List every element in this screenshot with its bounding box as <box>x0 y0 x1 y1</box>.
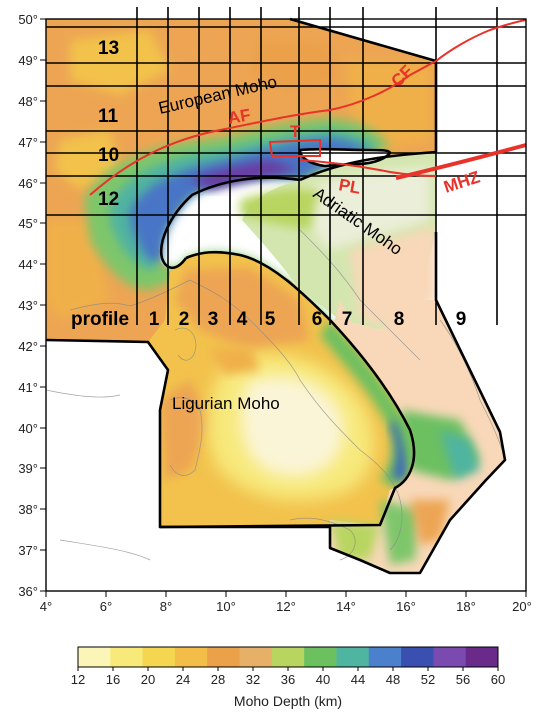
ns-profile-label: 8 <box>394 309 405 330</box>
colorbar-cell <box>207 647 241 667</box>
colorbar-tick-label: 52 <box>421 672 435 687</box>
ns-profile-label: 7 <box>342 309 353 330</box>
ns-profile-label: 3 <box>208 309 219 330</box>
lat-tick-label: 44° <box>18 257 38 272</box>
periadriatic-fault <box>299 159 437 177</box>
ligurian-block-outline <box>159 250 416 529</box>
colorbar-tick-label: 28 <box>211 672 225 687</box>
lat-tick-label: 42° <box>18 339 38 354</box>
lon-tick-label: 16° <box>396 599 416 614</box>
lon-tick-label: 4° <box>40 599 52 614</box>
lat-tick-label: 48° <box>18 94 38 109</box>
colorbar-tick-label: 24 <box>176 672 190 687</box>
outside-region <box>46 19 526 591</box>
lon-tick-label: 20° <box>512 599 532 614</box>
ew-profile-label: 13 <box>98 38 119 59</box>
ligurian-moho-label: Ligurian Moho <box>172 394 280 413</box>
colorbar-tick-label: 44 <box>351 672 365 687</box>
ns-profile-label: 5 <box>265 309 276 330</box>
coastlines <box>46 229 506 561</box>
lon-tick-label: 10° <box>216 599 236 614</box>
ns-profile-label: 6 <box>312 309 323 330</box>
ew-profile-label: 10 <box>98 145 119 166</box>
ns-profile-label: 2 <box>179 309 190 330</box>
lat-tick-label: 38° <box>18 502 38 517</box>
colorbar-cell <box>239 647 273 667</box>
lon-tick-label: 18° <box>456 599 476 614</box>
colorbar-cell <box>401 647 434 667</box>
mhz-fault <box>395 143 527 180</box>
colorbar-tick-label: 40 <box>316 672 330 687</box>
colorbar-tick-label: 48 <box>386 672 400 687</box>
south-block-outline <box>45 232 507 575</box>
alpine-front-fault <box>89 60 437 196</box>
adriatic-moho-field <box>240 152 436 340</box>
colorbar-tick-label: 32 <box>246 672 260 687</box>
colorbar: 12 16 20 24 28 32 36 40 44 48 52 56 60 Moho Depth (k… <box>71 646 505 709</box>
lat-tick-label: 46° <box>18 176 38 191</box>
lon-tick-label: 14° <box>336 599 356 614</box>
lon-tick-label: 12° <box>276 599 296 614</box>
colorbar-cell <box>174 647 208 667</box>
colorbar-tick-labels: 12 16 20 24 28 32 36 40 44 48 52 56 60 <box>71 667 505 687</box>
colorbar-tick-label: 36 <box>281 672 295 687</box>
colorbar-cell <box>336 647 370 667</box>
fault-lines <box>89 19 527 196</box>
ew-profile-label: 12 <box>98 189 119 210</box>
tauern-window <box>268 138 321 157</box>
ligurian-moho-field <box>148 252 415 527</box>
colorbar-title: Moho Depth (km) <box>234 693 342 709</box>
colorbar-tick-label: 12 <box>71 672 85 687</box>
colorbar-tick-label: 60 <box>491 672 505 687</box>
lat-tick-label: 47° <box>18 135 38 150</box>
root-inner-outline <box>159 176 301 270</box>
lat-tick-label: 41° <box>18 380 38 395</box>
pl-fault-label: PL <box>337 175 362 197</box>
lon-tick-label: 8° <box>160 599 172 614</box>
colorbar-cell <box>142 647 176 667</box>
ns-profile-labels: profile 1 2 3 4 5 6 7 8 9 <box>71 309 466 330</box>
colorbar-cell <box>78 647 111 667</box>
colorbar-tick-label: 20 <box>141 672 155 687</box>
lat-tick-label: 45° <box>18 216 38 231</box>
cf-fault <box>435 19 527 62</box>
ns-profile-label: 9 <box>456 309 467 330</box>
colorbar-cells <box>78 647 499 667</box>
lon-tick-label: 6° <box>100 599 112 614</box>
colorbar-cell <box>304 647 337 667</box>
colorbar-cell <box>368 647 402 667</box>
colorbar-tick-label: 16 <box>106 672 120 687</box>
ns-profile-label: 4 <box>237 309 248 330</box>
longitude-labels: 4° 6° 8° 10° 12° 14° 16° 18° 20° <box>40 599 532 614</box>
colorbar-cell <box>433 647 467 667</box>
axis-ticks <box>40 18 527 597</box>
latitude-labels: 36° 37° 38° 39° 40° 41° 42° 43° 44° 45° … <box>18 12 38 599</box>
colorbar-tick-label: 56 <box>456 672 470 687</box>
ew-profile-lines <box>46 26 526 216</box>
lat-tick-label: 40° <box>18 421 38 436</box>
t-label: T <box>290 122 301 141</box>
profile-word-label: profile <box>71 309 129 330</box>
lat-tick-label: 49° <box>18 53 38 68</box>
colorbar-cell <box>110 647 144 667</box>
ew-profile-labels: 13 11 10 12 <box>98 38 119 210</box>
colorbar-cell <box>465 647 499 667</box>
lat-tick-label: 39° <box>18 461 38 476</box>
lat-tick-label: 37° <box>18 543 38 558</box>
colorbar-cell <box>271 647 305 667</box>
ns-profile-label: 1 <box>149 309 160 330</box>
lat-tick-label: 36° <box>18 584 38 599</box>
ew-profile-label: 11 <box>98 106 119 127</box>
lat-tick-label: 50° <box>18 12 38 27</box>
lat-tick-label: 43° <box>18 298 38 313</box>
af-fault-label: AF <box>226 105 252 128</box>
